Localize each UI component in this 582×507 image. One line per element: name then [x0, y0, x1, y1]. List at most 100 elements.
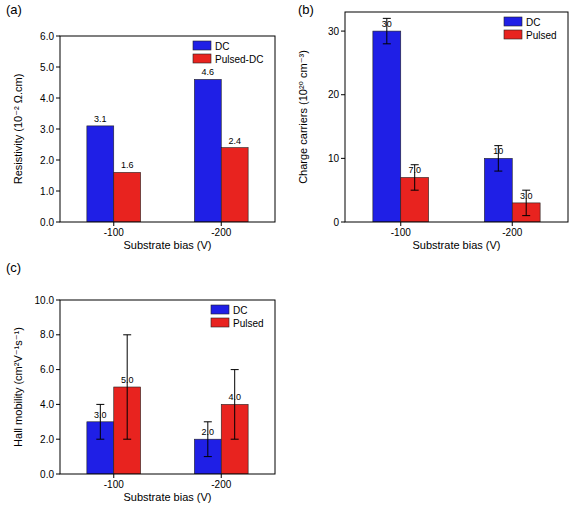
data-labels: 3.02.05.04.0: [94, 375, 241, 437]
data-label: 2.4: [228, 136, 241, 146]
x-tick-label: -100: [391, 227, 411, 238]
data-label: 10: [493, 146, 503, 156]
x-tick-label: -100: [104, 227, 124, 238]
panel: (b)0102030Charge carriers (10²⁰ cm⁻³)-10…: [297, 2, 568, 251]
error-cap: [494, 171, 502, 172]
data-label: 30: [382, 19, 392, 29]
bars: [87, 79, 248, 222]
legend: DC Pulsed: [211, 305, 264, 329]
y-tick-label: 3.0: [40, 124, 54, 135]
error-cap: [123, 439, 131, 440]
y-tick: [56, 191, 60, 192]
y-tick: [56, 474, 60, 475]
legend-swatch: [193, 41, 211, 50]
legend-label: DC: [215, 41, 229, 52]
error-bar: [123, 335, 131, 439]
panel-label: (c): [6, 260, 21, 275]
y-tick-label: 30: [328, 26, 340, 37]
data-label: 3.1: [94, 114, 107, 124]
error-cap: [231, 439, 239, 440]
y-tick: [56, 98, 60, 99]
data-label: 1.6: [121, 160, 134, 170]
data-label: 3.0: [94, 410, 107, 420]
x-tick: [113, 222, 114, 226]
legend-swatch: [211, 305, 229, 314]
x-tick-label: -200: [502, 227, 522, 238]
error-cap: [204, 421, 212, 422]
y-tick-label: 0.0: [40, 469, 54, 480]
legend-label: Pulsed: [526, 30, 557, 41]
y-tick: [56, 222, 60, 223]
plot-frame: [60, 36, 275, 222]
data-labels: 3.1 4.6 1.6 2.4: [94, 67, 241, 170]
x-tick: [221, 474, 222, 478]
y-tick-label: 8.0: [40, 329, 54, 340]
y-tick-label: 10: [328, 153, 340, 164]
x-tick-label: -100: [104, 479, 124, 490]
legend-label: DC: [526, 17, 540, 28]
error-cap: [411, 190, 419, 191]
y-tick: [56, 404, 60, 405]
y-tick-label: 2.0: [40, 434, 54, 445]
x-axis-label: Substrate bias (V): [412, 239, 500, 251]
y-tick: [341, 94, 345, 95]
x-tick-label: -200: [211, 227, 231, 238]
bar: [194, 79, 221, 222]
y-tick: [341, 222, 345, 223]
y-axis-label: Resistivity (10⁻² Ω.cm): [12, 74, 24, 185]
y-tick: [56, 334, 60, 335]
y-tick-label: 1.0: [40, 186, 54, 197]
y-tick: [56, 369, 60, 370]
error-cap: [96, 404, 104, 405]
legend-swatch: [211, 318, 229, 327]
panel: (a)0.01.02.03.04.05.06.0Resistivity (10⁻…: [6, 2, 275, 251]
y-tick: [56, 160, 60, 161]
y-axis-label: Charge carriers (10²⁰ cm⁻³): [297, 50, 309, 184]
legend-swatch: [504, 17, 522, 26]
bar: [373, 31, 401, 222]
panel-label: (b): [298, 2, 314, 17]
legend-label: Pulsed: [233, 318, 264, 329]
error-cap: [383, 43, 391, 44]
data-label: 5.0: [121, 375, 134, 385]
bar: [87, 126, 114, 222]
y-tick: [341, 158, 345, 159]
y-tick-label: 0.0: [40, 217, 54, 228]
x-tick: [113, 474, 114, 478]
bar: [114, 172, 141, 222]
legend-label: DC: [233, 305, 247, 316]
y-tick: [56, 439, 60, 440]
y-tick-label: 4.0: [40, 93, 54, 104]
y-tick-label: 6.0: [40, 364, 54, 375]
bar: [221, 148, 248, 222]
x-tick-label: -200: [211, 479, 231, 490]
data-label: 2.0: [202, 427, 215, 437]
bars: [87, 335, 248, 474]
error-cap: [123, 334, 131, 335]
plot-frame: [60, 300, 275, 474]
plot-frame: [345, 12, 568, 222]
data-label: 4.6: [202, 67, 215, 77]
error-bar: [231, 370, 239, 440]
error-cap: [204, 456, 212, 457]
data-label: 7.0: [408, 165, 421, 175]
legend-swatch: [193, 54, 211, 63]
y-tick-label: 10.0: [35, 295, 55, 306]
y-tick-label: 2.0: [40, 155, 54, 166]
error-cap: [231, 369, 239, 370]
y-tick-label: 4.0: [40, 399, 54, 410]
y-tick-label: 5.0: [40, 62, 54, 73]
y-tick-label: 20: [328, 89, 340, 100]
legend: DCPulsed-DC: [193, 41, 263, 65]
legend-swatch: [504, 30, 522, 39]
figure: (a)0.01.02.03.04.05.06.0Resistivity (10⁻…: [0, 0, 582, 507]
error-line: [234, 370, 235, 440]
x-tick: [221, 222, 222, 226]
y-axis-label: Hall mobility (cm²V⁻¹s⁻¹): [12, 327, 24, 447]
legend: DC Pulsed: [504, 17, 557, 41]
error-cap: [522, 215, 530, 216]
y-tick-label: 6.0: [40, 31, 54, 42]
error-line: [127, 335, 128, 439]
y-tick: [56, 36, 60, 37]
x-axis-label: Substrate bias (V): [123, 239, 211, 251]
